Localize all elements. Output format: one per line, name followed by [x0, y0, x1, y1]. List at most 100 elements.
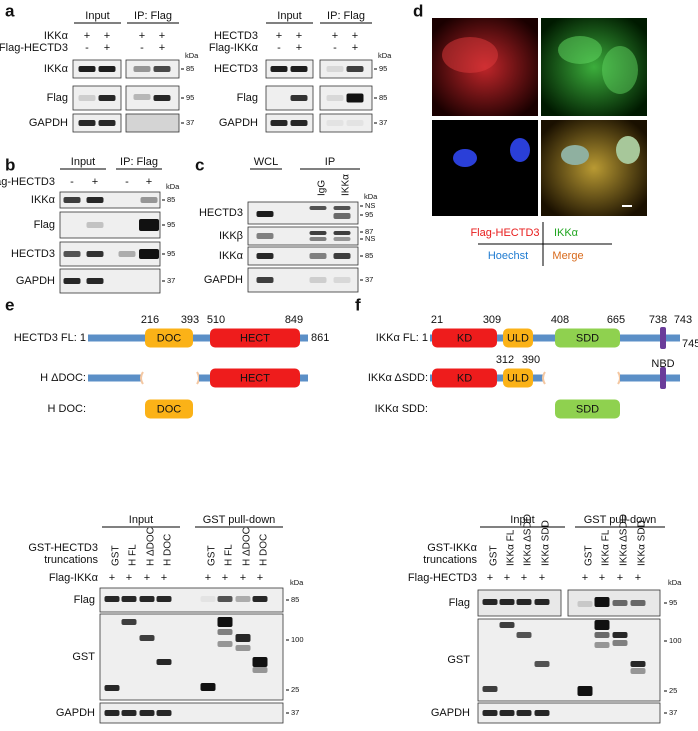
marker-label: 85	[291, 595, 299, 604]
band	[133, 94, 151, 100]
panel-label: d	[413, 1, 423, 20]
residue: 216	[141, 314, 159, 326]
sign: +	[487, 572, 493, 584]
band	[290, 95, 308, 101]
band	[534, 710, 550, 716]
band	[326, 95, 344, 101]
blot-label: IKKα	[44, 63, 69, 75]
band	[346, 120, 364, 126]
domain	[503, 328, 533, 348]
panel-label: e	[5, 295, 14, 314]
marker-label: 25	[669, 686, 677, 695]
blot-label: Flag	[34, 219, 55, 231]
band	[98, 95, 116, 101]
band	[534, 661, 550, 667]
band	[121, 619, 137, 625]
domain	[210, 328, 300, 348]
sign: +	[617, 572, 623, 584]
marker-label: 95	[167, 220, 175, 229]
row-title: GST-IKKα	[427, 542, 477, 554]
residue: 849	[285, 314, 303, 326]
group-label: WCL	[254, 156, 278, 168]
residue: 309	[483, 314, 501, 326]
domain-label: HECT	[240, 372, 270, 384]
sign: +	[352, 42, 358, 54]
band	[118, 251, 136, 257]
band	[256, 277, 274, 283]
marker-label: 95	[365, 210, 373, 219]
blot	[99, 613, 284, 701]
band	[290, 66, 308, 72]
band	[217, 617, 233, 627]
band	[612, 632, 628, 638]
group-label: GST pull-down	[584, 514, 657, 526]
band	[333, 237, 351, 241]
blot	[72, 59, 122, 79]
domain-label: ULD	[507, 372, 529, 384]
legend-label: Merge	[552, 250, 583, 262]
band	[630, 668, 646, 674]
domain-label: DOC	[157, 403, 182, 415]
marker-label: NS	[365, 201, 375, 210]
band	[270, 66, 288, 72]
band	[153, 95, 171, 101]
band	[235, 634, 251, 642]
band	[156, 596, 172, 602]
marker-label: 85	[186, 64, 194, 73]
lane-label: GST	[207, 545, 218, 566]
marker-label: 95	[167, 249, 175, 258]
construct-label: H ΔDOC:	[40, 372, 86, 384]
band	[235, 645, 251, 651]
kda-label: kDa	[378, 51, 392, 60]
condition-label: Flag-IKKα	[209, 42, 259, 54]
marker-label: 37	[365, 275, 373, 284]
blot-label: GAPDH	[219, 117, 258, 129]
residue: 312	[496, 354, 514, 366]
domain-label: KD	[457, 372, 472, 384]
blot	[319, 113, 373, 133]
construct-label: IKKα ΔSDD:	[368, 372, 428, 384]
sign: +	[146, 176, 152, 188]
band	[516, 632, 532, 638]
band	[217, 629, 233, 635]
blot	[319, 59, 373, 79]
cell	[602, 46, 638, 94]
blot	[265, 59, 314, 79]
lane-label: H ΔDOC	[146, 527, 157, 566]
blot-label: Flag	[449, 597, 470, 609]
blot	[477, 702, 661, 724]
band	[309, 277, 327, 283]
sign: +	[332, 30, 338, 42]
band	[594, 620, 610, 630]
band	[326, 66, 344, 72]
group-label: Input	[277, 10, 301, 22]
band	[346, 93, 364, 103]
condition-label: Flag-HECTD3	[408, 572, 477, 584]
residue: 510	[207, 314, 225, 326]
sign: +	[159, 42, 165, 54]
condition-label: Flag-HECTD3	[0, 42, 68, 54]
sign: +	[104, 42, 110, 54]
band	[217, 641, 233, 647]
lane-label: IKKα SDD	[541, 520, 552, 566]
marker-label: 37	[291, 708, 299, 717]
lane-label: IKKα FL	[506, 529, 517, 566]
blot-label: IKKα	[219, 250, 244, 262]
group-label: IP: Flag	[134, 10, 172, 22]
sign: +	[504, 572, 510, 584]
band	[309, 253, 327, 259]
band	[482, 710, 498, 716]
band	[156, 710, 172, 716]
band	[499, 710, 515, 716]
sign: +	[352, 30, 358, 42]
domain	[145, 399, 193, 419]
blot-label: GAPDH	[204, 274, 243, 286]
lane-label: H DOC	[259, 534, 270, 566]
cell	[442, 37, 498, 73]
band	[140, 197, 158, 203]
band	[577, 686, 593, 696]
residue: 745	[682, 338, 698, 350]
sign: +	[126, 572, 132, 584]
band	[499, 622, 515, 628]
nucleus	[453, 149, 477, 167]
